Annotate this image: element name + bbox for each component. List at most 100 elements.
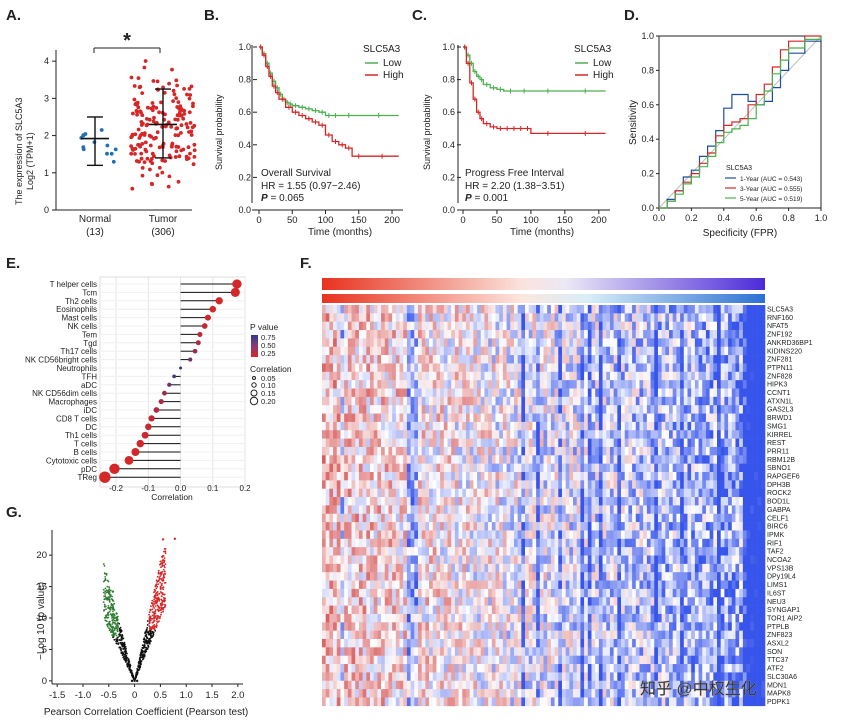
panel-f-heatmap-cell <box>757 480 762 489</box>
panel-b-curve-low <box>259 46 399 117</box>
panel-f-heatmap-cell <box>635 530 640 540</box>
panel-f-heatmap-cell <box>491 497 496 506</box>
panel-f-heatmap-cell <box>713 338 718 348</box>
panel-f-heatmap-cell <box>388 363 393 373</box>
panel-f-heatmap-cell <box>646 480 651 489</box>
panel-f-heatmap-cell <box>554 597 559 606</box>
panel-f-heatmap-cell <box>488 505 493 515</box>
panel-f-heatmap-cell <box>687 563 692 573</box>
panel-f-heatmap-cell <box>458 446 463 456</box>
panel-f-heatmap-cell <box>742 463 747 473</box>
panel-f-heatmap-cell <box>757 396 762 406</box>
panel-f-heatmap-cell <box>547 530 552 540</box>
panel-f-heatmap-cell <box>565 305 570 314</box>
panel-f-heatmap-cell <box>443 405 448 414</box>
panel-f-heatmap-cell <box>384 505 389 515</box>
panel-f-heatmap-cell <box>576 588 581 598</box>
panel-f-heatmap-cell <box>469 421 474 431</box>
panel-f-heatmap-cell <box>465 405 470 414</box>
panel-f-heatmap-cell <box>713 530 718 540</box>
panel-f-heatmap-cell <box>694 588 699 598</box>
panel-f-heatmap-cell <box>606 446 611 456</box>
panel-f-heatmap-cell <box>410 488 415 498</box>
panel-f-heatmap-cell <box>720 463 725 473</box>
panel-f-heatmap-cell <box>646 355 651 364</box>
panel-f-heatmap-cell <box>502 605 507 615</box>
panel-f-heatmap-cell <box>742 547 747 556</box>
panel-f-heatmap-cell <box>477 563 482 573</box>
panel-f-heatmap-cell <box>728 421 733 431</box>
panel-f-heatmap-cell <box>680 480 685 489</box>
panel-f-heatmap-cell <box>742 588 747 598</box>
panel-f-heatmap-cell <box>329 605 334 615</box>
panel-f-heatmap-cell <box>495 547 500 556</box>
panel-f-heatmap-cell <box>617 580 622 590</box>
panel-f-heatmap-cell <box>746 305 751 314</box>
panel-f-heatmap-cell <box>702 313 707 322</box>
panel-f-heatmap-cell <box>628 588 633 598</box>
panel-f-heatmap-cell <box>676 505 681 515</box>
panel-f-heatmap-cell <box>694 438 699 448</box>
panel-f-heatmap-cell <box>573 413 578 423</box>
panel-f-heatmap-cell <box>333 505 338 515</box>
panel-f-heatmap-cell <box>499 497 504 506</box>
panel-f-heatmap-cell <box>587 605 592 615</box>
panel-f-heatmap-cell <box>484 488 489 498</box>
panel-f-heatmap-cell <box>432 522 437 531</box>
panel-f-heatmap-cell <box>539 405 544 414</box>
panel-f-heatmap-cell <box>484 547 489 556</box>
panel-f-heatmap-cell <box>591 497 596 506</box>
panel-f-heatmap-cell <box>480 405 485 414</box>
panel-f-heatmap-cell <box>720 355 725 364</box>
panel-f-heatmap-cell <box>458 346 463 356</box>
panel-f-heatmap-cell <box>495 405 500 414</box>
panel-f-heatmap-cell <box>717 538 721 548</box>
panel-f-heatmap-cell <box>539 313 544 322</box>
panel-f-heatmap-cell <box>528 597 533 606</box>
panel-f-heatmap-cell <box>451 313 456 322</box>
panel-f-heatmap-cell <box>709 430 714 439</box>
panel-f-heatmap-cell <box>657 505 662 515</box>
panel-f-heatmap-cell <box>484 438 489 448</box>
panel-f-heatmap-cell <box>661 446 666 456</box>
panel-f-heatmap-cell <box>624 513 629 523</box>
panel-f-heatmap-cell <box>613 472 618 481</box>
panel-f-heatmap-cell <box>669 488 674 498</box>
panel-e-legend-p-2: 0.25 <box>261 349 276 358</box>
panel-f-heatmap-cell <box>495 330 500 339</box>
panel-f-heatmap-cell <box>355 346 360 356</box>
panel-f-heatmap-cell <box>698 380 703 389</box>
panel-f-heatmap-cell <box>325 330 330 339</box>
panel-f-heatmap-cell <box>547 563 552 573</box>
panel-f-heatmap-cell <box>477 388 482 398</box>
panel-f-heatmap-cell <box>550 555 555 565</box>
panel-f-heatmap-cell <box>451 538 456 548</box>
panel-f-heatmap-cell <box>517 513 522 523</box>
panel-f-heatmap-cell <box>739 380 744 389</box>
panel-f-heatmap-cell <box>410 355 415 364</box>
panel-f-heatmap-cell <box>728 463 733 473</box>
panel-f-heatmap-cell <box>705 313 710 322</box>
panel-f-heatmap-cell <box>447 413 452 423</box>
panel-f-heatmap-cell <box>569 396 574 406</box>
panel-f-heatmap-cell <box>746 572 751 581</box>
panel-f-heatmap-cell <box>436 413 441 423</box>
panel-c-ytick-label-3: 0.6 <box>442 107 455 117</box>
panel-f-heatmap-cell <box>502 380 507 389</box>
panel-f-heatmap-cell <box>403 472 408 481</box>
panel-f-heatmap-cell <box>698 413 703 423</box>
panel-f-heatmap-cell <box>384 538 389 548</box>
panel-a-point <box>162 90 167 95</box>
panel-f-heatmap-cell <box>643 605 648 615</box>
panel-f-heatmap-cell <box>410 338 415 348</box>
panel-f-heatmap-cell <box>654 396 659 406</box>
panel-f-heatmap-cell <box>672 488 677 498</box>
panel-f-heatmap-cell <box>584 580 589 590</box>
panel-a-point <box>184 122 189 126</box>
panel-f-heatmap-cell <box>561 405 566 414</box>
panel-f-heatmap-cell <box>395 371 400 381</box>
panel-f-heatmap-cell <box>609 405 614 414</box>
panel-f-heatmap-cell <box>469 446 474 456</box>
panel-f-heatmap-cell <box>672 313 677 322</box>
panel-f-heatmap-cell <box>669 572 674 581</box>
